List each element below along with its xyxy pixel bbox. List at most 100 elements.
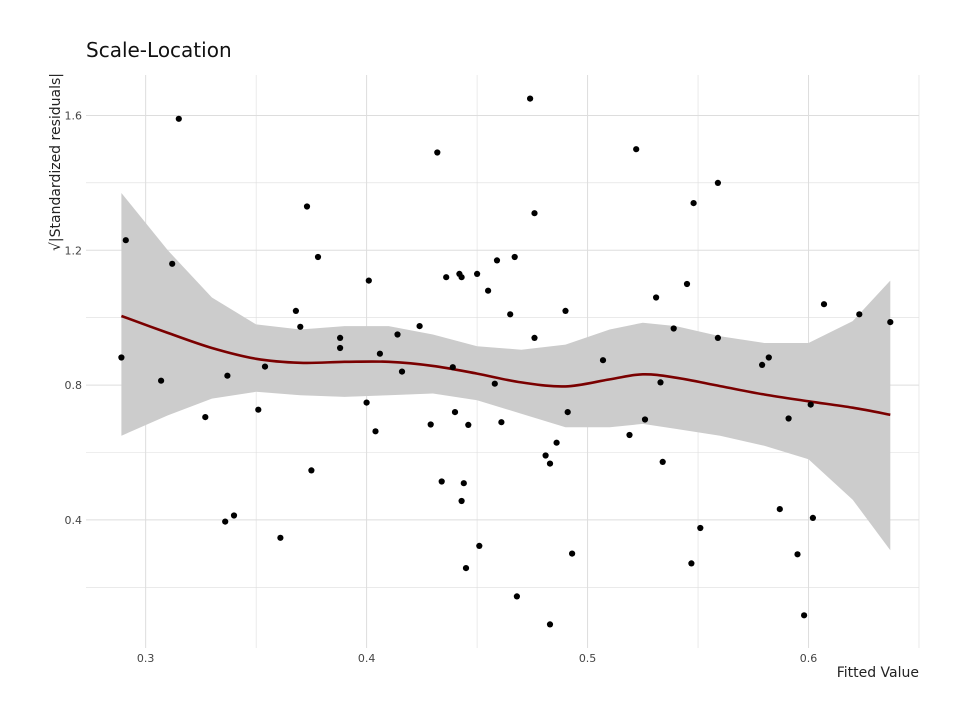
data-point [337,334,344,341]
data-point [491,380,498,387]
data-point [714,334,722,341]
x-axis-ticks: 0.3 0.4 0.5 0.6 [137,652,817,665]
data-point [261,363,269,370]
data-point [169,260,176,267]
confidence-band [121,193,891,551]
data-point [372,428,379,435]
data-point [562,307,569,314]
data-point [376,350,383,357]
data-point [308,467,315,474]
data-point [303,203,311,210]
data-point [462,565,470,572]
data-point [434,149,441,156]
data-point [546,621,554,628]
data-point [794,551,801,558]
data-point [337,344,344,352]
data-point [118,354,125,361]
data-point [697,524,704,532]
data-point [398,368,406,375]
data-point [759,361,766,368]
data-point [460,480,467,487]
y-axis-ticks: 0.4 0.8 1.2 1.6 [65,109,83,526]
data-point [458,274,465,281]
data-point [657,379,664,386]
data-point [498,419,505,426]
data-point [297,323,304,330]
data-point [527,95,534,102]
confidence-band-area [121,193,891,551]
data-point [427,421,434,428]
data-point [569,550,576,557]
data-point [659,458,666,465]
x-tick-label: 0.4 [358,652,376,665]
data-point [765,354,772,361]
data-point [553,439,560,446]
data-point [546,460,554,467]
y-tick-label: 0.4 [65,514,83,527]
data-point [314,253,322,261]
data-point [465,421,472,428]
y-tick-label: 1.2 [65,244,83,257]
data-point [202,414,209,421]
data-point [255,406,262,413]
data-point [670,325,677,332]
scatter-points [118,95,894,628]
data-point [626,431,633,439]
data-point [438,478,445,485]
data-point [542,452,549,459]
data-point [449,364,456,371]
data-point [633,146,640,153]
data-point [809,514,817,522]
data-point [690,200,697,207]
x-axis-label: Fitted Value [837,665,919,681]
data-point [493,257,501,264]
data-point [856,311,863,318]
data-point [443,274,450,281]
data-point [485,287,492,294]
data-point [641,416,649,423]
data-point [277,534,284,541]
data-point [222,518,229,525]
chart-title: Scale-Location [86,38,232,62]
data-point [683,280,691,288]
data-point [175,115,182,122]
data-point [474,270,481,277]
data-point [476,542,483,550]
data-point [224,372,231,379]
data-point [807,401,814,408]
y-tick-label: 0.8 [65,379,83,392]
data-point [785,415,792,422]
data-point [653,294,660,301]
data-point [365,277,372,284]
data-point [513,593,521,600]
data-point [820,301,828,308]
y-axis-label: √|Standardized residuals| [48,73,64,251]
data-point [688,560,695,567]
data-point [507,311,514,318]
data-point [511,253,518,261]
data-point [531,334,538,341]
data-point [714,179,722,186]
data-point [292,307,299,314]
data-point [564,409,571,416]
data-point [451,409,459,416]
x-tick-label: 0.3 [137,652,155,665]
data-point [458,497,465,505]
data-point [230,512,238,519]
data-point [158,377,165,384]
x-tick-label: 0.6 [800,652,818,665]
data-point [416,323,423,330]
data-point [363,399,370,406]
data-point [122,237,129,244]
smooth-line [120,314,891,417]
data-point [801,612,808,619]
data-point [531,210,538,217]
data-point [599,357,607,364]
data-point [776,506,783,513]
y-tick-label: 1.6 [65,109,83,122]
x-tick-label: 0.5 [579,652,597,665]
smooth-line-path [120,314,891,417]
data-point [887,319,894,326]
data-point [394,331,401,338]
